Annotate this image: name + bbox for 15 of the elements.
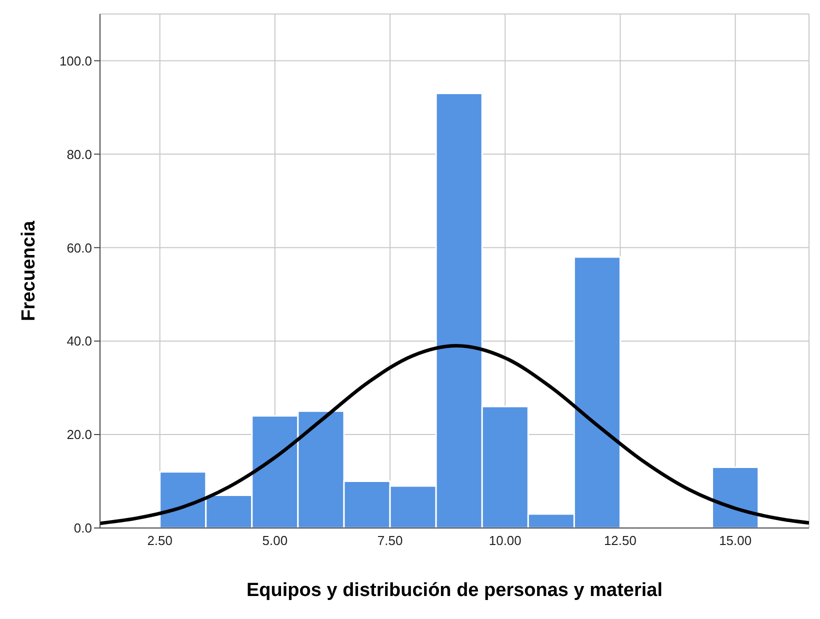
x-tick-label: 15.00 [719,533,752,548]
y-tick-label: 20.0 [66,427,92,442]
x-tick-label: 12.50 [604,533,637,548]
y-axis-title: Frecuencia [18,220,40,322]
y-tick-label: 0.0 [74,520,92,536]
y-tick-label: 40.0 [66,334,92,349]
y-tick-label: 100.0 [59,53,92,68]
x-tick-label: 7.50 [377,533,403,548]
y-tick-label: 80.0 [66,146,92,162]
x-tick-label: 5.00 [262,533,288,548]
x-axis-title: Equipos y distribución de personas y material [246,580,662,601]
x-tick-label: 2.50 [147,533,173,548]
x-tick-label: 10.00 [488,533,522,548]
y-tick-label: 60.0 [66,240,92,256]
line-series [100,344,809,526]
